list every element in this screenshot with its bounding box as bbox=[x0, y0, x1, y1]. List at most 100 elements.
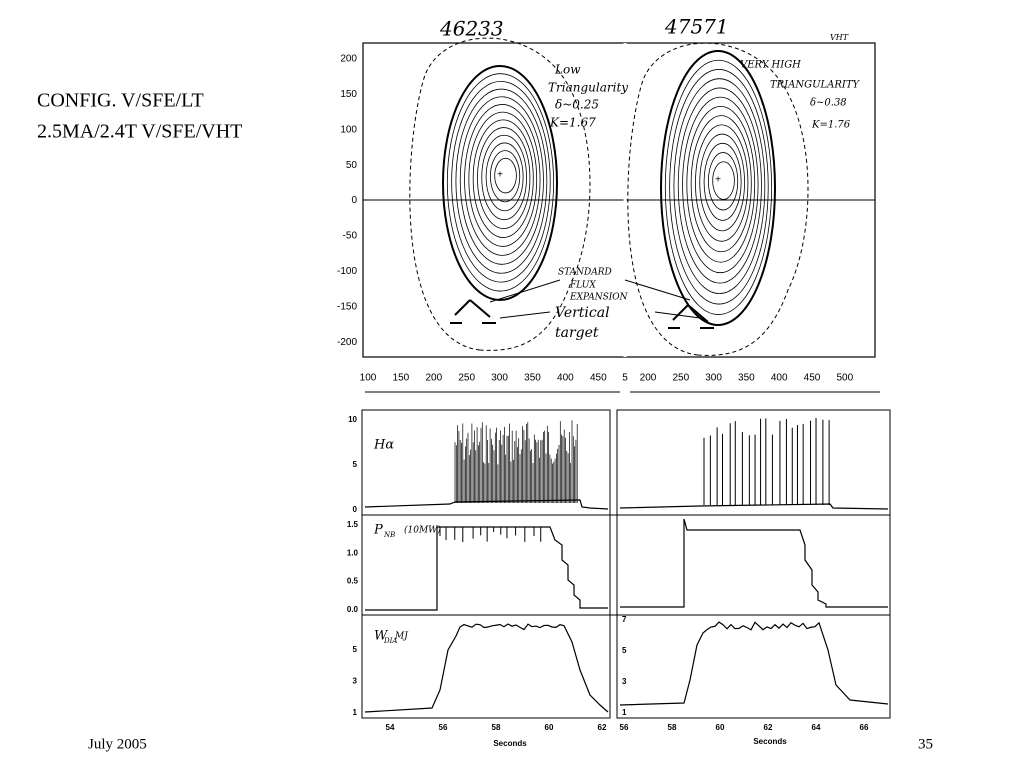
shot-number: 46233 bbox=[439, 17, 504, 41]
flux-surface bbox=[673, 78, 766, 295]
label: 64 bbox=[812, 723, 821, 732]
flux-surface bbox=[664, 59, 773, 315]
label: 0.5 bbox=[347, 577, 359, 586]
label: 300 bbox=[491, 373, 508, 384]
flux-surface bbox=[451, 80, 551, 283]
label: Seconds bbox=[493, 739, 527, 748]
flux-surface bbox=[485, 142, 524, 212]
label: 66 bbox=[860, 723, 869, 732]
flux-surface bbox=[455, 88, 548, 274]
label: 56 bbox=[620, 723, 629, 732]
label: -150 bbox=[337, 301, 357, 312]
label: 0 bbox=[351, 195, 357, 206]
label: -200 bbox=[337, 337, 357, 348]
flux-surface bbox=[660, 50, 776, 326]
label: Low bbox=[554, 63, 581, 77]
label: P bbox=[373, 523, 383, 538]
label: Hα bbox=[373, 438, 394, 453]
label: DIA bbox=[383, 637, 397, 645]
label: K=1.76 bbox=[811, 120, 851, 131]
label: 62 bbox=[764, 723, 773, 732]
label: 56 bbox=[439, 723, 448, 732]
label: 100 bbox=[360, 373, 377, 384]
pnb-trace bbox=[620, 518, 888, 608]
label: 200 bbox=[340, 54, 357, 65]
corner-note: VHT bbox=[830, 33, 849, 42]
halpha-spikes bbox=[454, 420, 578, 503]
label: 0 bbox=[353, 505, 358, 514]
label: 10 bbox=[348, 415, 357, 424]
trace-frame bbox=[616, 409, 891, 719]
shot-number: 47571 bbox=[664, 15, 729, 39]
label: (10MW) bbox=[404, 525, 441, 536]
label: -50 bbox=[343, 231, 358, 242]
label: 300 bbox=[705, 373, 722, 384]
label: 400 bbox=[557, 373, 574, 384]
label: STANDARD bbox=[558, 268, 612, 278]
halpha-trace bbox=[619, 503, 889, 510]
label: 54 bbox=[386, 723, 395, 732]
flux-surface bbox=[472, 119, 534, 238]
label: 250 bbox=[458, 373, 475, 384]
label: 1.5 bbox=[347, 520, 359, 529]
flux-surface bbox=[489, 150, 521, 203]
label: 5 bbox=[353, 460, 358, 469]
label: Triangularity bbox=[548, 81, 628, 95]
flux-surface bbox=[677, 87, 762, 284]
label: 350 bbox=[738, 373, 755, 384]
pnb-trace bbox=[365, 526, 608, 611]
label: 3 bbox=[622, 677, 627, 686]
label: 350 bbox=[524, 373, 541, 384]
flux-surface bbox=[464, 104, 541, 256]
label: 58 bbox=[492, 723, 501, 732]
label: 60 bbox=[716, 723, 725, 732]
title-line: CONFIG. V/SFE/LT bbox=[37, 90, 204, 112]
halpha-trace bbox=[364, 499, 609, 510]
label: Vertical bbox=[555, 305, 610, 321]
label: 500 bbox=[836, 373, 853, 384]
wdia-trace bbox=[619, 621, 889, 706]
label: 1 bbox=[353, 708, 358, 717]
flux-surface bbox=[459, 96, 544, 265]
label: 150 bbox=[340, 89, 357, 100]
label: 100 bbox=[340, 124, 357, 135]
magnetic-axis: + bbox=[715, 175, 721, 186]
label: 3 bbox=[353, 677, 358, 686]
flux-surface bbox=[686, 105, 756, 263]
flux-surface bbox=[690, 115, 752, 253]
wdia-trace bbox=[364, 623, 609, 713]
label: Seconds bbox=[753, 737, 787, 746]
flux-surface bbox=[481, 134, 527, 221]
label: 5 bbox=[353, 645, 358, 654]
label: 150 bbox=[393, 373, 410, 384]
wall bbox=[409, 37, 591, 351]
halpha-spikes bbox=[703, 418, 830, 505]
pnb-dips bbox=[439, 527, 542, 543]
label: 200 bbox=[425, 373, 442, 384]
flux-surface bbox=[703, 142, 742, 221]
label: 50 bbox=[346, 160, 358, 171]
flux-surface bbox=[712, 161, 735, 200]
label: FLUX bbox=[569, 281, 596, 291]
title-line: 2.5MA/2.4T V/SFE/VHT bbox=[37, 121, 242, 143]
flux-surface bbox=[707, 152, 739, 211]
flux-surface bbox=[699, 133, 745, 232]
label: 450 bbox=[804, 373, 821, 384]
magnetic-axis: + bbox=[497, 170, 503, 181]
label: 5 bbox=[622, 646, 627, 655]
wall bbox=[627, 42, 809, 356]
label: VERY HIGH bbox=[740, 60, 801, 71]
flux-surface bbox=[494, 157, 517, 194]
flux-surface bbox=[669, 69, 769, 305]
label: -100 bbox=[337, 266, 357, 277]
flux-surface bbox=[477, 127, 531, 230]
separatrix bbox=[450, 299, 496, 324]
flux-surface bbox=[446, 73, 555, 292]
label: 5 bbox=[622, 373, 628, 384]
flux-surface bbox=[468, 111, 538, 247]
label: NB bbox=[383, 531, 395, 539]
footer-date: July 2005 bbox=[88, 736, 147, 752]
